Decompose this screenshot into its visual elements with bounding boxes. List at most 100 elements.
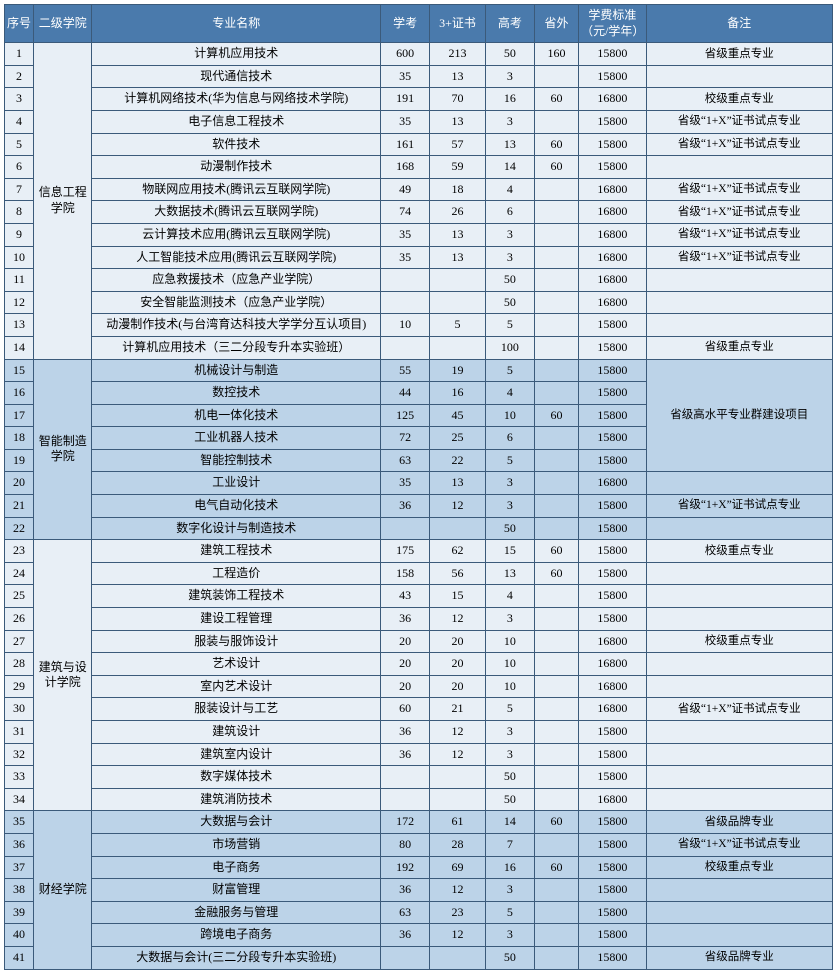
cell-gk: 4: [485, 178, 534, 201]
table-row: 23建筑与设计学院建筑工程技术17562156015800校级重点专业: [5, 540, 833, 563]
cell-major: 动漫制作技术: [92, 156, 381, 179]
table-row: 6动漫制作技术16859146015800: [5, 156, 833, 179]
table-row: 36市场营销8028715800省级“1+X”证书试点专业: [5, 833, 833, 856]
cell-note: [646, 156, 832, 179]
cell-note: [646, 675, 832, 698]
cell-note: 校级重点专业: [646, 856, 832, 879]
cell-fee: 15800: [579, 427, 647, 450]
cell-seq: 6: [5, 156, 34, 179]
cell-gk: 10: [485, 404, 534, 427]
cell-major: 安全智能监测技术（应急产业学院）: [92, 291, 381, 314]
cell-fee: 15800: [579, 562, 647, 585]
cell-sw: [534, 314, 578, 337]
cell-seq: 17: [5, 404, 34, 427]
cell-seq: 11: [5, 269, 34, 292]
cell-sw: [534, 223, 578, 246]
cell-gk: 3: [485, 495, 534, 518]
cell-cert: [430, 269, 486, 292]
cell-sw: [534, 608, 578, 631]
cell-gk: 5: [485, 698, 534, 721]
cell-gk: 4: [485, 382, 534, 405]
table-row: 30服装设计与工艺6021516800省级“1+X”证书试点专业: [5, 698, 833, 721]
table-row: 3计算机网络技术(华为信息与网络技术学院)19170166016800校级重点专…: [5, 88, 833, 111]
cell-xk: 49: [381, 178, 430, 201]
table-row: 21电气自动化技术3612315800省级“1+X”证书试点专业: [5, 495, 833, 518]
cell-major: 建筑设计: [92, 721, 381, 744]
cell-fee: 15800: [579, 901, 647, 924]
cell-sw: [534, 766, 578, 789]
cell-sw: [534, 517, 578, 540]
cell-gk: 5: [485, 314, 534, 337]
cell-xk: 20: [381, 675, 430, 698]
cell-major: 服装与服饰设计: [92, 630, 381, 653]
cell-seq: 33: [5, 766, 34, 789]
cell-cert: 12: [430, 879, 486, 902]
cell-xk: 161: [381, 133, 430, 156]
cell-major: 大数据与会计: [92, 811, 381, 834]
cell-fee: 15800: [579, 65, 647, 88]
cell-seq: 10: [5, 246, 34, 269]
cell-sw: 60: [534, 88, 578, 111]
cell-xk: 36: [381, 608, 430, 631]
cell-fee: 15800: [579, 879, 647, 902]
cell-sw: [534, 382, 578, 405]
col-gaokao: 高考: [485, 5, 534, 43]
cell-seq: 7: [5, 178, 34, 201]
cell-sw: 60: [534, 811, 578, 834]
cell-note: 省级“1+X”证书试点专业: [646, 246, 832, 269]
cell-xk: 600: [381, 43, 430, 66]
cell-sw: [534, 246, 578, 269]
cell-cert: 62: [430, 540, 486, 563]
cell-gk: 50: [485, 269, 534, 292]
cell-cert: 59: [430, 156, 486, 179]
cell-fee: 15800: [579, 43, 647, 66]
cell-xk: 63: [381, 449, 430, 472]
cell-sw: [534, 359, 578, 382]
cell-cert: 56: [430, 562, 486, 585]
cell-gk: 3: [485, 721, 534, 744]
cell-gk: 14: [485, 156, 534, 179]
cell-gk: 3: [485, 65, 534, 88]
cell-gk: 13: [485, 133, 534, 156]
cell-seq: 1: [5, 43, 34, 66]
cell-dept: 财经学院: [34, 811, 92, 969]
cell-fee: 16800: [579, 630, 647, 653]
cell-note: 省级“1+X”证书试点专业: [646, 698, 832, 721]
cell-note: 省级“1+X”证书试点专业: [646, 133, 832, 156]
cell-major: 电气自动化技术: [92, 495, 381, 518]
cell-xk: 20: [381, 630, 430, 653]
cell-dept: 智能制造学院: [34, 359, 92, 540]
cell-note: [646, 766, 832, 789]
cell-fee: 15800: [579, 110, 647, 133]
cell-cert: [430, 517, 486, 540]
cell-seq: 22: [5, 517, 34, 540]
cell-fee: 15800: [579, 336, 647, 359]
cell-dept: 建筑与设计学院: [34, 540, 92, 811]
cell-seq: 13: [5, 314, 34, 337]
cell-cert: [430, 946, 486, 969]
cell-fee: 16800: [579, 246, 647, 269]
cell-major: 云计算技术应用(腾讯云互联网学院): [92, 223, 381, 246]
cell-seq: 26: [5, 608, 34, 631]
cell-cert: 13: [430, 65, 486, 88]
cell-seq: 29: [5, 675, 34, 698]
table-row: 35财经学院大数据与会计17261146015800省级品牌专业: [5, 811, 833, 834]
cell-note: 省级重点专业: [646, 336, 832, 359]
cell-major: 计算机网络技术(华为信息与网络技术学院): [92, 88, 381, 111]
cell-fee: 16800: [579, 269, 647, 292]
cell-seq: 35: [5, 811, 34, 834]
cell-note: 校级重点专业: [646, 88, 832, 111]
cell-major: 大数据技术(腾讯云互联网学院): [92, 201, 381, 224]
cell-dept: 信息工程学院: [34, 43, 92, 359]
cell-cert: 13: [430, 472, 486, 495]
cell-seq: 34: [5, 788, 34, 811]
col-fee: 学费标准（元/学年）: [579, 5, 647, 43]
cell-fee: 16800: [579, 675, 647, 698]
cell-seq: 40: [5, 924, 34, 947]
cell-xk: 35: [381, 65, 430, 88]
cell-sw: [534, 653, 578, 676]
cell-seq: 41: [5, 946, 34, 969]
col-shengwai: 省外: [534, 5, 578, 43]
cell-major: 跨境电子商务: [92, 924, 381, 947]
cell-note: [646, 743, 832, 766]
